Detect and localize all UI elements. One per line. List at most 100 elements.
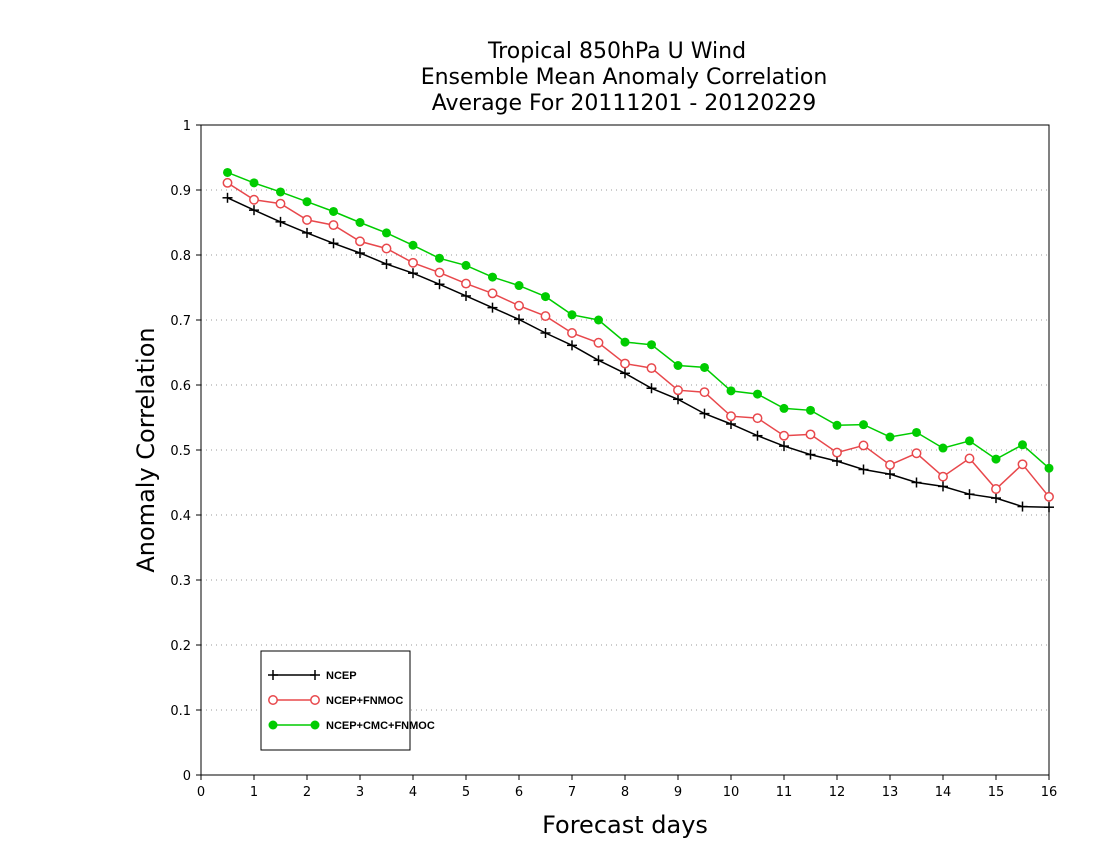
x-axis: 0 1 2 3 4 5 6 7 8 9 10 11 12 13 14 15 16 (197, 775, 1057, 800)
data-point (805, 429, 816, 440)
data-point (991, 484, 1001, 494)
data-point (434, 267, 445, 278)
data-point (461, 260, 471, 270)
legend-item-2: NCEP+FNMOC (268, 695, 403, 707)
data-point (858, 464, 869, 475)
data-point (514, 281, 524, 291)
x-tick-label: 2 (303, 785, 311, 800)
data-point (328, 238, 339, 249)
data-point (1044, 502, 1054, 513)
legend-label: NCEP+FNMOC (326, 695, 403, 707)
x-tick-label: 11 (776, 785, 793, 800)
data-point (487, 302, 498, 313)
title-line-2: Ensemble Mean Anomaly Correlation (421, 65, 828, 90)
data-point (461, 290, 471, 301)
data-point (779, 441, 789, 452)
data-point (302, 197, 312, 207)
y-tick-label: 0.8 (170, 249, 191, 264)
legend-label: NCEP (326, 670, 357, 682)
series-line (227, 171, 1050, 469)
data-point (567, 328, 577, 338)
data-point (620, 358, 630, 369)
data-point (1044, 463, 1054, 473)
data-point (302, 227, 312, 238)
data-point (1017, 501, 1028, 512)
data-point (328, 220, 339, 231)
x-tick-label: 13 (882, 785, 899, 800)
data-point (1017, 459, 1028, 470)
data-point (700, 362, 709, 372)
legend-label: NCEP+CMC+FNMOC (326, 720, 435, 732)
data-point (408, 268, 418, 279)
legend-marker (268, 695, 278, 705)
data-point (647, 340, 656, 350)
x-tick-label: 14 (935, 785, 952, 800)
gridlines (201, 189, 1049, 711)
data-point (382, 228, 391, 238)
data-point (408, 240, 418, 250)
data-point (276, 187, 285, 197)
data-point (912, 427, 921, 437)
x-tick-label: 1 (250, 785, 258, 800)
x-axis-label: Forecast days (542, 811, 708, 839)
data-point (249, 194, 259, 205)
data-point (302, 214, 312, 225)
data-point (249, 205, 259, 216)
data-point (434, 279, 445, 290)
data-point (381, 243, 392, 254)
series-layer (222, 167, 1054, 513)
data-point (938, 443, 948, 453)
data-point (567, 340, 577, 351)
y-tick-label: 0.7 (170, 314, 191, 329)
y-tick-label: 0.6 (170, 379, 191, 394)
y-tick-label: 1 (183, 119, 191, 134)
x-tick-label: 8 (621, 785, 629, 800)
data-point (885, 432, 895, 442)
data-point (832, 456, 842, 467)
data-point (646, 363, 657, 374)
x-tick-label: 12 (829, 785, 846, 800)
data-point (435, 253, 444, 263)
data-point (964, 453, 975, 464)
y-axis-label: Anomaly Correlation (132, 327, 160, 572)
legend-item-1: NCEP (268, 670, 357, 682)
x-tick-label: 15 (988, 785, 1005, 800)
data-point (911, 448, 922, 459)
x-tick-label: 0 (197, 785, 205, 800)
legend-marker (268, 670, 278, 680)
x-tick-label: 4 (409, 785, 417, 800)
legend-item-3: NCEP+CMC+FNMOC (268, 720, 435, 732)
data-point (461, 278, 471, 289)
series-line (227, 182, 1050, 498)
data-point (726, 411, 736, 422)
data-point (223, 167, 232, 177)
data-point (673, 361, 683, 370)
data-point (355, 218, 365, 227)
data-point (594, 315, 603, 325)
data-point (275, 216, 286, 227)
data-point (329, 206, 338, 216)
data-point (593, 337, 604, 348)
data-point (673, 394, 683, 405)
data-point (249, 178, 259, 188)
data-point (964, 489, 975, 500)
data-point (514, 300, 524, 311)
data-point (752, 413, 763, 424)
legend-marker (310, 720, 320, 730)
data-point (487, 288, 498, 299)
data-point (832, 420, 842, 430)
y-axis: 0 0.1 0.2 0.3 0.4 0.5 0.6 0.7 0.8 0.9 1 (170, 119, 201, 784)
data-point (541, 292, 550, 302)
data-point (859, 420, 868, 430)
data-point (752, 430, 763, 441)
data-point (408, 257, 418, 268)
y-tick-label: 0 (183, 769, 191, 784)
data-point (911, 477, 922, 488)
legend-marker (268, 720, 278, 730)
chart-title: Tropical 850hPa U Wind Ensemble Mean Ano… (421, 39, 828, 116)
data-point (540, 311, 551, 322)
y-tick-label: 0.5 (170, 444, 191, 459)
y-tick-label: 0.4 (170, 509, 191, 524)
y-tick-label: 0.2 (170, 639, 191, 654)
